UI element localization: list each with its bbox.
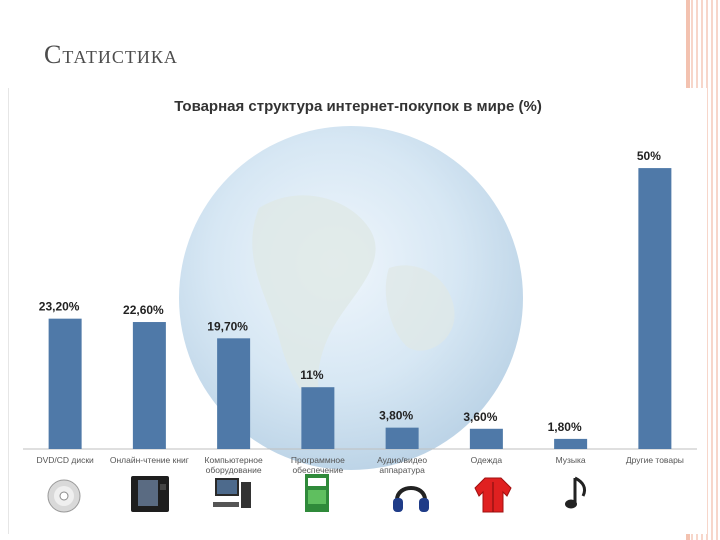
headphones-icon — [391, 478, 431, 519]
data-label: 3,80% — [379, 409, 413, 423]
bar — [385, 427, 419, 449]
category-label: Аудио/видео аппаратура — [377, 455, 427, 475]
data-label: 22,60% — [123, 303, 164, 317]
bar-chart: 23,20% DVD/CD диски 22,60% Онлайн-чтение кн… — [23, 149, 697, 475]
category-label: DVD/CD диски — [36, 455, 94, 465]
software-box-icon — [303, 472, 333, 521]
bar — [554, 438, 588, 449]
data-label: 50% — [637, 149, 661, 163]
category-label: Другие товары — [626, 455, 684, 465]
bar — [638, 168, 672, 449]
disc-icon — [46, 478, 82, 519]
data-label: 23,20% — [39, 300, 80, 314]
category-label: Одежда — [471, 455, 503, 465]
bar — [217, 338, 251, 449]
chart-area: Товарная структура интернет-покупок в ми… — [8, 88, 707, 534]
data-label: 1,80% — [548, 420, 582, 434]
ebook-reader-icon — [129, 474, 171, 519]
category-label: Музыка — [556, 455, 586, 465]
slide-title: Статистика — [44, 40, 178, 69]
computer-icon — [211, 476, 255, 519]
category-label: Онлайн-чтение книг — [110, 455, 189, 465]
data-label: 3,60% — [463, 410, 497, 424]
category-label: Программное обеспечение — [291, 455, 345, 475]
data-label: 19,70% — [207, 319, 248, 333]
chart-title: Товарная структура интернет-покупок в ми… — [174, 98, 542, 115]
bar — [469, 428, 503, 449]
data-label: 11% — [300, 368, 324, 382]
bar — [48, 318, 82, 449]
bar — [132, 322, 166, 449]
category-label: Компьютерное оборудование — [205, 455, 263, 475]
jacket-icon — [473, 474, 513, 519]
globe-background-icon — [179, 126, 523, 470]
bar — [301, 387, 335, 449]
music-note-icon — [563, 474, 591, 517]
